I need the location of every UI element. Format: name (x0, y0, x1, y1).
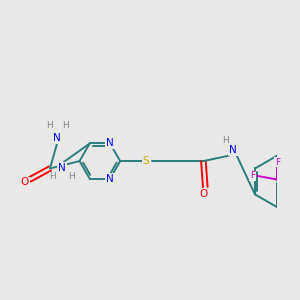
Text: H: H (49, 172, 56, 181)
Text: H: H (62, 122, 69, 130)
Text: F: F (250, 171, 255, 180)
Text: N: N (53, 133, 61, 143)
Text: H: H (222, 136, 229, 145)
Text: S: S (143, 156, 149, 166)
Text: N: N (106, 174, 114, 184)
Text: H: H (68, 172, 75, 181)
Text: N: N (229, 145, 237, 155)
Text: O: O (21, 177, 29, 188)
Text: O: O (199, 189, 208, 200)
Text: H: H (46, 122, 52, 130)
Text: N: N (106, 139, 114, 148)
Text: F: F (275, 158, 280, 166)
Text: N: N (58, 163, 66, 172)
